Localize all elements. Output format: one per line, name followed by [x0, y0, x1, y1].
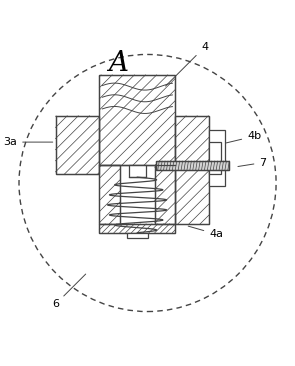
- Bar: [156, 161, 229, 170]
- Bar: [99, 224, 175, 233]
- Bar: [99, 224, 175, 233]
- Bar: [155, 165, 175, 224]
- Bar: [175, 116, 209, 224]
- Bar: [156, 161, 229, 170]
- Text: A: A: [108, 50, 128, 77]
- Bar: [155, 165, 175, 224]
- Bar: [129, 165, 146, 177]
- Bar: [99, 75, 175, 165]
- Text: 3a: 3a: [3, 137, 53, 147]
- Text: 4a: 4a: [188, 226, 223, 239]
- Text: 6: 6: [52, 274, 86, 309]
- Bar: [99, 165, 120, 224]
- Text: 4: 4: [165, 42, 208, 86]
- Bar: [127, 233, 148, 238]
- Bar: [55, 116, 99, 174]
- Text: 7: 7: [238, 157, 266, 168]
- Bar: [175, 116, 209, 224]
- Bar: [209, 142, 221, 174]
- Bar: [209, 130, 225, 186]
- Bar: [55, 116, 99, 174]
- Bar: [99, 75, 175, 165]
- Text: 4b: 4b: [226, 131, 261, 143]
- Bar: [99, 165, 120, 224]
